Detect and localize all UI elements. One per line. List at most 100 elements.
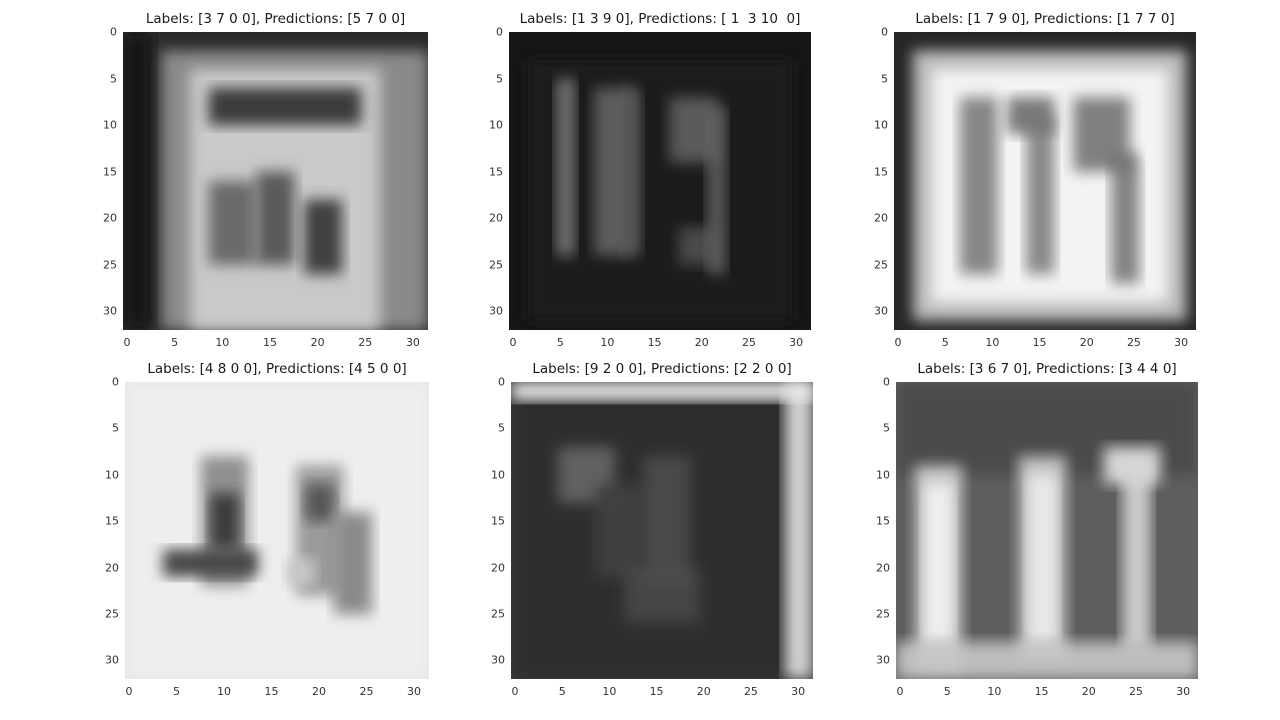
x-tick-label: 15 bbox=[649, 685, 664, 698]
y-tick-label: 20 bbox=[491, 561, 505, 575]
x-tick-label: 15 bbox=[1034, 685, 1049, 698]
grayscale-image bbox=[511, 382, 813, 679]
x-tick-label: 20 bbox=[694, 336, 709, 349]
y-tick-label: 10 bbox=[491, 468, 505, 482]
x-tick-label: 0 bbox=[894, 336, 902, 349]
y-tick-label: 15 bbox=[876, 514, 890, 528]
y-tick-label: 10 bbox=[103, 118, 117, 132]
x-tick-label: 30 bbox=[1174, 336, 1189, 349]
x-tick-label: 5 bbox=[943, 685, 951, 698]
x-tick-label: 30 bbox=[1176, 685, 1191, 698]
y-tick-label: 25 bbox=[874, 258, 888, 272]
x-tick-label: 30 bbox=[405, 336, 420, 349]
y-tick-label: 30 bbox=[105, 653, 119, 667]
x-tick-label: 25 bbox=[743, 685, 758, 698]
x-tick-label: 25 bbox=[359, 685, 374, 698]
y-tick-label: 5 bbox=[110, 72, 117, 86]
x-tick-label: 10 bbox=[600, 336, 615, 349]
x-tick-label: 0 bbox=[125, 685, 133, 698]
x-tick-label: 25 bbox=[1128, 685, 1143, 698]
y-tick-label: 0 bbox=[881, 25, 888, 39]
y-tick-label: 0 bbox=[496, 25, 503, 39]
y-tick-label: 20 bbox=[489, 211, 503, 225]
y-tick-label: 25 bbox=[491, 607, 505, 621]
x-tick-label: 15 bbox=[262, 336, 277, 349]
y-tick-label: 10 bbox=[489, 118, 503, 132]
y-tick-label: 0 bbox=[498, 375, 505, 389]
y-tick-label: 30 bbox=[103, 304, 117, 318]
x-tick-label: 10 bbox=[985, 336, 1000, 349]
y-tick-label: 30 bbox=[876, 653, 890, 667]
x-tick-label: 30 bbox=[789, 336, 804, 349]
y-tick-label: 25 bbox=[489, 258, 503, 272]
panel-title: Labels: [1 7 9 0], Predictions: [1 7 7 0… bbox=[915, 11, 1175, 27]
y-tick-label: 5 bbox=[881, 72, 888, 86]
y-tick-label: 15 bbox=[103, 165, 117, 179]
y-tick-label: 15 bbox=[105, 514, 119, 528]
x-tick-label: 25 bbox=[358, 336, 373, 349]
x-tick-label: 15 bbox=[264, 685, 279, 698]
x-tick-label: 10 bbox=[602, 685, 617, 698]
x-tick-label: 10 bbox=[217, 685, 231, 698]
panel-title: Labels: [3 7 0 0], Predictions: [5 7 0 0… bbox=[145, 11, 406, 27]
panel-title: Labels: [1 3 9 0], Predictions: [ 1 3 10… bbox=[519, 11, 801, 27]
y-tick-label: 20 bbox=[874, 211, 888, 225]
image-svg bbox=[125, 382, 429, 679]
panel-title: Labels: [4 8 0 0], Predictions: [4 5 0 0… bbox=[147, 361, 407, 377]
y-tick-label: 5 bbox=[498, 421, 505, 435]
y-tick-label: 25 bbox=[105, 607, 119, 621]
image-panel-2: Labels: [1 3 9 0], Predictions: [ 1 3 10… bbox=[489, 11, 811, 349]
x-tick-label: 15 bbox=[647, 336, 662, 349]
image-svg bbox=[511, 382, 813, 679]
y-tick-label: 15 bbox=[874, 165, 888, 179]
y-tick-label: 30 bbox=[489, 304, 503, 318]
y-tick-label: 5 bbox=[496, 72, 503, 86]
y-tick-label: 25 bbox=[876, 607, 890, 621]
x-tick-label: 5 bbox=[173, 685, 180, 698]
image-panel-1: Labels: [3 7 0 0], Predictions: [5 7 0 0… bbox=[103, 11, 428, 349]
image-svg bbox=[894, 32, 1196, 330]
y-tick-label: 10 bbox=[105, 468, 119, 482]
y-tick-label: 5 bbox=[112, 421, 119, 435]
y-tick-label: 30 bbox=[874, 304, 888, 318]
x-tick-label: 20 bbox=[312, 685, 326, 698]
x-tick-label: 5 bbox=[941, 336, 949, 349]
x-tick-label: 0 bbox=[123, 336, 131, 349]
x-tick-label: 5 bbox=[171, 336, 179, 349]
x-tick-label: 5 bbox=[558, 685, 566, 698]
x-tick-label: 20 bbox=[696, 685, 711, 698]
grayscale-image bbox=[894, 32, 1196, 330]
image-panel-3: Labels: [1 7 9 0], Predictions: [1 7 7 0… bbox=[874, 11, 1196, 349]
y-tick-label: 20 bbox=[103, 211, 117, 225]
x-tick-label: 30 bbox=[407, 685, 421, 698]
x-tick-label: 25 bbox=[1126, 336, 1141, 349]
x-tick-label: 20 bbox=[1081, 685, 1096, 698]
y-tick-label: 25 bbox=[103, 258, 117, 272]
image-svg bbox=[123, 32, 428, 330]
grayscale-image bbox=[125, 382, 429, 679]
x-tick-label: 20 bbox=[1079, 336, 1094, 349]
panel-title: Labels: [9 2 0 0], Predictions: [2 2 0 0… bbox=[532, 361, 792, 377]
y-tick-label: 10 bbox=[876, 468, 890, 482]
image-svg bbox=[509, 32, 811, 330]
x-tick-label: 20 bbox=[310, 336, 325, 349]
x-tick-label: 10 bbox=[215, 336, 230, 349]
y-tick-label: 0 bbox=[112, 375, 119, 389]
image-svg bbox=[896, 382, 1198, 679]
y-tick-label: 0 bbox=[110, 25, 117, 39]
x-tick-label: 25 bbox=[741, 336, 756, 349]
image-panel-4: Labels: [4 8 0 0], Predictions: [4 5 0 0… bbox=[105, 361, 429, 698]
panel-title: Labels: [3 6 7 0], Predictions: [3 4 4 0… bbox=[917, 361, 1177, 377]
x-tick-label: 0 bbox=[896, 685, 904, 698]
image-panel-5: Labels: [9 2 0 0], Predictions: [2 2 0 0… bbox=[491, 361, 813, 698]
y-tick-label: 0 bbox=[883, 375, 890, 389]
y-tick-label: 20 bbox=[876, 561, 890, 575]
y-tick-label: 20 bbox=[105, 561, 119, 575]
x-tick-label: 15 bbox=[1032, 336, 1047, 349]
grayscale-image bbox=[896, 382, 1198, 679]
x-tick-label: 0 bbox=[511, 685, 519, 698]
y-tick-label: 15 bbox=[491, 514, 505, 528]
y-tick-label: 15 bbox=[489, 165, 503, 179]
x-tick-label: 30 bbox=[791, 685, 806, 698]
x-tick-label: 5 bbox=[556, 336, 564, 349]
